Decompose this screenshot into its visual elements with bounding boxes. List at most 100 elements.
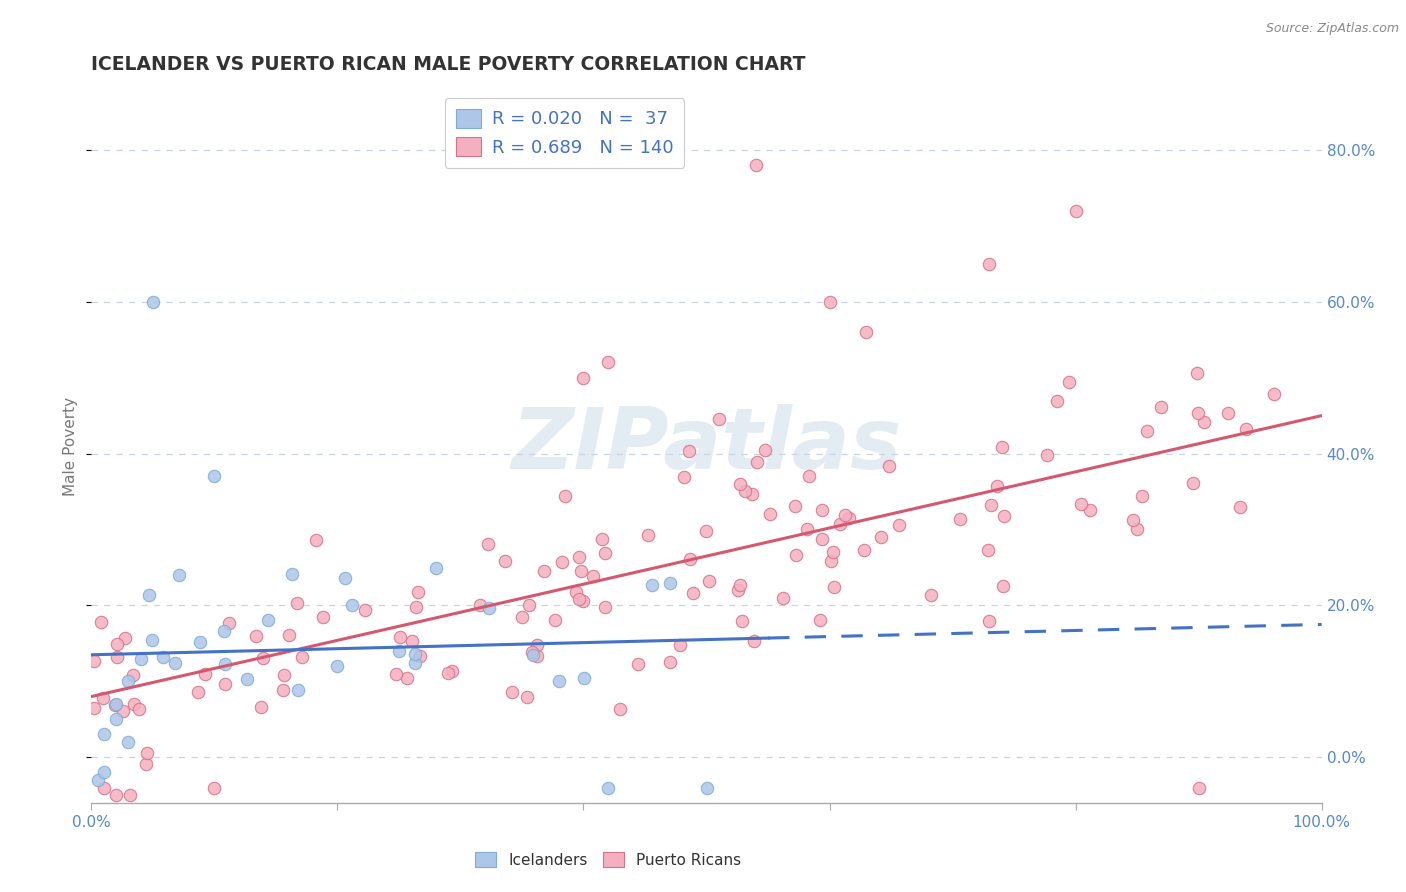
Point [609, 702, 631, 716]
Point [236, 672, 259, 686]
Point [510, 610, 533, 624]
Point [136, 747, 159, 761]
Point [271, 682, 294, 697]
Point [533, 565, 555, 579]
Point [494, 554, 516, 568]
Point [582, 569, 605, 583]
Point [388, 644, 411, 658]
Point [285, 596, 308, 610]
Point [772, 591, 794, 605]
Point [277, 628, 299, 642]
Point [86, 772, 108, 787]
Point [401, 634, 423, 648]
Point [591, 533, 613, 547]
Point [810, 503, 832, 517]
Point [93, 765, 115, 780]
Point [1187, 780, 1209, 795]
Point [114, 631, 136, 645]
Point [991, 579, 1014, 593]
Point [993, 509, 1015, 524]
Point [252, 651, 274, 665]
Point [1064, 203, 1087, 218]
Point [709, 412, 731, 426]
Point [980, 498, 1002, 512]
Point [745, 455, 768, 469]
Point [93, 780, 115, 795]
Point [697, 574, 720, 588]
Point [404, 657, 426, 671]
Point [342, 598, 364, 612]
Point [1236, 422, 1258, 436]
Point [977, 542, 1000, 557]
Point [312, 609, 335, 624]
Point [887, 517, 910, 532]
Text: Source: ZipAtlas.com: Source: ZipAtlas.com [1265, 22, 1399, 36]
Point [785, 499, 807, 513]
Point [202, 780, 225, 795]
Point [877, 458, 900, 473]
Point [250, 700, 273, 714]
Point [567, 550, 589, 565]
Point [991, 440, 1014, 454]
Point [834, 508, 856, 523]
Point [404, 648, 426, 662]
Point [544, 613, 567, 627]
Point [1078, 502, 1101, 516]
Point [734, 483, 756, 498]
Point [838, 511, 860, 525]
Point [796, 522, 818, 536]
Point [551, 554, 574, 568]
Point [870, 530, 893, 544]
Point [105, 697, 127, 711]
Point [287, 683, 309, 698]
Point [920, 588, 942, 602]
Point [142, 294, 165, 309]
Point [291, 649, 314, 664]
Text: ZIPatlas: ZIPatlas [512, 404, 901, 488]
Point [522, 648, 544, 663]
Point [93, 727, 115, 741]
Point [658, 656, 681, 670]
Point [1036, 448, 1059, 462]
Point [333, 571, 356, 585]
Point [122, 697, 145, 711]
Point [389, 630, 412, 644]
Point [596, 780, 619, 795]
Point [128, 701, 150, 715]
Point [1263, 386, 1285, 401]
Point [808, 613, 831, 627]
Point [986, 478, 1008, 492]
Point [626, 657, 648, 671]
Point [257, 614, 280, 628]
Point [949, 512, 972, 526]
Point [105, 788, 127, 802]
Point [121, 668, 143, 682]
Point [572, 594, 595, 608]
Point [188, 635, 211, 649]
Point [593, 600, 616, 615]
Point [855, 325, 877, 339]
Point [1194, 415, 1216, 429]
Point [117, 674, 139, 689]
Point [637, 528, 659, 542]
Point [138, 589, 160, 603]
Point [135, 756, 157, 771]
Text: ICELANDER VS PUERTO RICAN MALE POVERTY CORRELATION CHART: ICELANDER VS PUERTO RICAN MALE POVERTY C… [91, 54, 806, 74]
Point [820, 554, 842, 568]
Point [522, 645, 544, 659]
Point [202, 469, 225, 483]
Point [165, 656, 187, 670]
Y-axis label: Male Poverty: Male Poverty [63, 396, 79, 496]
Point [852, 543, 875, 558]
Point [440, 665, 463, 679]
Point [117, 735, 139, 749]
Point [90, 615, 112, 629]
Point [516, 690, 538, 705]
Point [797, 468, 820, 483]
Point [745, 158, 768, 172]
Point [658, 575, 681, 590]
Point [470, 598, 492, 612]
Point [1187, 406, 1209, 420]
Point [640, 577, 662, 591]
Point [728, 477, 751, 491]
